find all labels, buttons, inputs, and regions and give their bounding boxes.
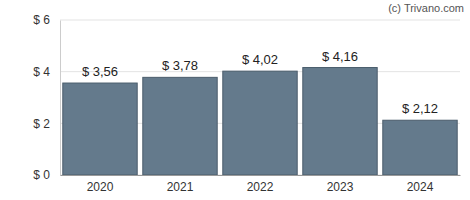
y-tick: $ 4 xyxy=(33,65,60,79)
x-tick-label: 2024 xyxy=(407,180,434,194)
grid-line xyxy=(60,20,460,21)
y-axis: $ 0 $ 2 $ 4 $ 6 xyxy=(33,13,60,182)
y-tick-label: $ 2 xyxy=(33,117,50,131)
grid xyxy=(60,20,460,175)
y-tick: $ 0 xyxy=(33,168,60,182)
x-axis-line xyxy=(61,175,461,176)
chart: $ 0$ 2$ 4$ 620202021202220232024$ 3,56$ … xyxy=(0,0,470,200)
y-tick: $ 2 xyxy=(33,117,60,131)
plot: $ 0$ 2$ 4$ 620202021202220232024$ 3,56$ … xyxy=(33,13,460,193)
y-tick-label: $ 0 xyxy=(33,168,50,182)
x-tick-label: 2022 xyxy=(247,180,274,194)
annotation: (c) Trivano.com xyxy=(388,2,464,14)
x-tick: 2021 xyxy=(167,175,194,194)
data-label: $ 4,16 xyxy=(322,49,358,64)
data-label: $ 4,02 xyxy=(242,52,278,67)
bar xyxy=(303,68,377,175)
x-tick-label: 2021 xyxy=(167,180,194,194)
bar xyxy=(143,77,217,175)
data-label: $ 3,78 xyxy=(162,58,198,73)
x-tick: 2023 xyxy=(327,175,354,194)
bar xyxy=(223,71,297,175)
bar xyxy=(63,83,137,175)
x-tick: 2022 xyxy=(247,175,274,194)
bar xyxy=(383,120,457,175)
data-label: $ 3,56 xyxy=(82,64,118,79)
y-tick-label: $ 6 xyxy=(33,13,50,27)
x-tick-label: 2023 xyxy=(327,180,354,194)
y-tick: $ 6 xyxy=(33,13,60,27)
x-axis: 2020 2021 2022 2023 2024 xyxy=(61,175,461,194)
x-tick: 2024 xyxy=(407,175,434,194)
x-tick-label: 2020 xyxy=(87,180,114,194)
y-tick-label: $ 4 xyxy=(33,65,50,79)
bars xyxy=(63,68,457,175)
y-axis-line xyxy=(60,21,61,176)
x-tick: 2020 xyxy=(87,175,114,194)
data-labels: $ 3,56 $ 3,78 $ 4,02 $ 4,16 $ 2,12 xyxy=(82,49,438,117)
data-label: $ 2,12 xyxy=(402,101,438,116)
